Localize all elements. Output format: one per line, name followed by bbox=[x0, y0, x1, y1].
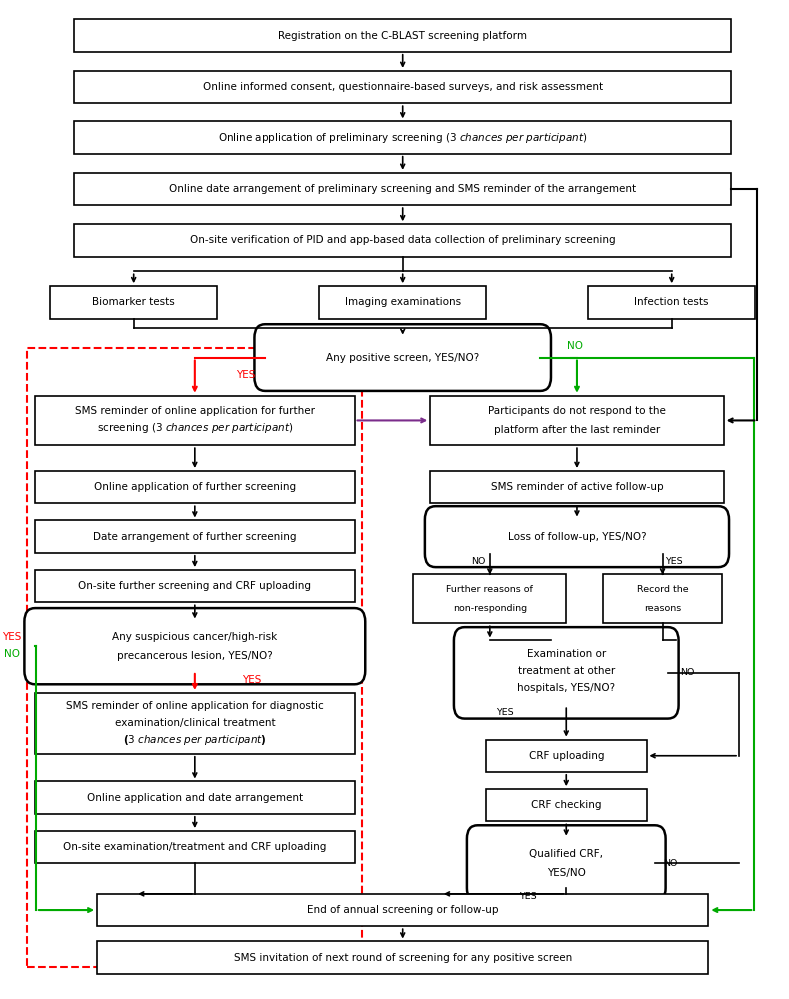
Text: examination/clinical treatment: examination/clinical treatment bbox=[114, 718, 275, 728]
Text: SMS invitation of next round of screening for any positive screen: SMS invitation of next round of screenin… bbox=[234, 953, 572, 963]
Text: CRF checking: CRF checking bbox=[531, 800, 601, 810]
Text: treatment at other: treatment at other bbox=[518, 666, 615, 676]
FancyBboxPatch shape bbox=[74, 19, 731, 52]
Text: SMS reminder of online application for further: SMS reminder of online application for f… bbox=[75, 406, 315, 416]
FancyBboxPatch shape bbox=[424, 506, 729, 567]
Text: Any positive screen, YES/NO?: Any positive screen, YES/NO? bbox=[326, 353, 480, 363]
FancyBboxPatch shape bbox=[454, 627, 679, 718]
Text: Online informed consent, questionnaire-based surveys, and risk assessment: Online informed consent, questionnaire-b… bbox=[203, 82, 603, 92]
FancyBboxPatch shape bbox=[413, 573, 567, 623]
Text: non-responding: non-responding bbox=[453, 603, 527, 612]
Text: YES: YES bbox=[665, 556, 682, 565]
FancyBboxPatch shape bbox=[74, 71, 731, 103]
Text: Biomarker tests: Biomarker tests bbox=[92, 298, 175, 308]
FancyBboxPatch shape bbox=[35, 471, 354, 503]
Text: NO: NO bbox=[4, 648, 21, 658]
Text: ($\bf{\it{3\ chances\ per\ participant}}$): ($\bf{\it{3\ chances\ per\ participant}}… bbox=[123, 733, 267, 747]
FancyBboxPatch shape bbox=[97, 941, 709, 974]
Text: YES: YES bbox=[2, 631, 22, 641]
FancyBboxPatch shape bbox=[589, 286, 755, 319]
Text: Registration on the C-BLAST screening platform: Registration on the C-BLAST screening pl… bbox=[279, 31, 527, 41]
Text: NO: NO bbox=[663, 859, 678, 868]
FancyBboxPatch shape bbox=[254, 325, 551, 391]
Text: NO: NO bbox=[680, 668, 694, 677]
FancyBboxPatch shape bbox=[74, 224, 731, 257]
Text: Imaging examinations: Imaging examinations bbox=[345, 298, 461, 308]
Text: Online application and date arrangement: Online application and date arrangement bbox=[87, 792, 303, 802]
FancyBboxPatch shape bbox=[35, 781, 354, 814]
Text: On-site examination/treatment and CRF uploading: On-site examination/treatment and CRF up… bbox=[63, 842, 327, 852]
Text: Online date arrangement of preliminary screening and SMS reminder of the arrange: Online date arrangement of preliminary s… bbox=[169, 184, 636, 194]
Text: On-site verification of PID and app-based data collection of preliminary screeni: On-site verification of PID and app-base… bbox=[190, 236, 615, 246]
FancyBboxPatch shape bbox=[35, 831, 354, 863]
Text: Participants do not respond to the: Participants do not respond to the bbox=[488, 406, 666, 416]
Text: Infection tests: Infection tests bbox=[634, 298, 709, 308]
Text: Online application of further screening: Online application of further screening bbox=[94, 483, 296, 493]
FancyBboxPatch shape bbox=[35, 570, 354, 602]
Text: Loss of follow-up, YES/NO?: Loss of follow-up, YES/NO? bbox=[507, 531, 646, 541]
FancyBboxPatch shape bbox=[467, 825, 666, 901]
FancyBboxPatch shape bbox=[320, 286, 486, 319]
Text: Date arrangement of further screening: Date arrangement of further screening bbox=[93, 531, 297, 541]
Text: NO: NO bbox=[471, 556, 485, 565]
FancyBboxPatch shape bbox=[430, 396, 724, 446]
Text: SMS reminder of online application for diagnostic: SMS reminder of online application for d… bbox=[66, 701, 323, 711]
Text: NO: NO bbox=[567, 341, 582, 351]
FancyBboxPatch shape bbox=[74, 173, 731, 205]
FancyBboxPatch shape bbox=[486, 739, 646, 772]
Text: Qualified CRF,: Qualified CRF, bbox=[529, 849, 604, 859]
FancyBboxPatch shape bbox=[50, 286, 217, 319]
FancyBboxPatch shape bbox=[35, 520, 354, 552]
Text: YES: YES bbox=[242, 675, 262, 685]
Text: Further reasons of: Further reasons of bbox=[447, 584, 533, 593]
Text: hospitals, YES/NO?: hospitals, YES/NO? bbox=[518, 683, 615, 693]
Text: YES/NO: YES/NO bbox=[547, 868, 585, 878]
Text: Record the: Record the bbox=[637, 584, 688, 593]
Text: reasons: reasons bbox=[644, 603, 681, 612]
Text: Online application of preliminary screening ($\bf{\it{3\ chances\ per\ participa: Online application of preliminary screen… bbox=[218, 131, 588, 145]
FancyBboxPatch shape bbox=[486, 789, 646, 821]
Text: YES: YES bbox=[496, 708, 514, 717]
Text: CRF uploading: CRF uploading bbox=[529, 750, 604, 761]
Text: Examination or: Examination or bbox=[526, 648, 606, 658]
FancyBboxPatch shape bbox=[430, 471, 724, 503]
FancyBboxPatch shape bbox=[97, 894, 709, 926]
FancyBboxPatch shape bbox=[603, 573, 722, 623]
Text: On-site further screening and CRF uploading: On-site further screening and CRF upload… bbox=[78, 581, 312, 591]
Text: YES: YES bbox=[519, 892, 537, 901]
FancyBboxPatch shape bbox=[24, 608, 365, 684]
FancyBboxPatch shape bbox=[74, 121, 731, 154]
FancyBboxPatch shape bbox=[35, 693, 354, 754]
Text: Any suspicious cancer/high-risk: Any suspicious cancer/high-risk bbox=[112, 631, 278, 641]
FancyBboxPatch shape bbox=[35, 396, 354, 446]
Text: End of annual screening or follow-up: End of annual screening or follow-up bbox=[307, 905, 499, 915]
Text: SMS reminder of active follow-up: SMS reminder of active follow-up bbox=[491, 483, 664, 493]
Text: screening ($\bf{\it{3\ chances\ per\ participant}}$): screening ($\bf{\it{3\ chances\ per\ par… bbox=[97, 421, 293, 435]
Text: platform after the last reminder: platform after the last reminder bbox=[494, 425, 660, 435]
Text: precancerous lesion, YES/NO?: precancerous lesion, YES/NO? bbox=[117, 650, 273, 660]
Text: YES: YES bbox=[237, 370, 256, 380]
